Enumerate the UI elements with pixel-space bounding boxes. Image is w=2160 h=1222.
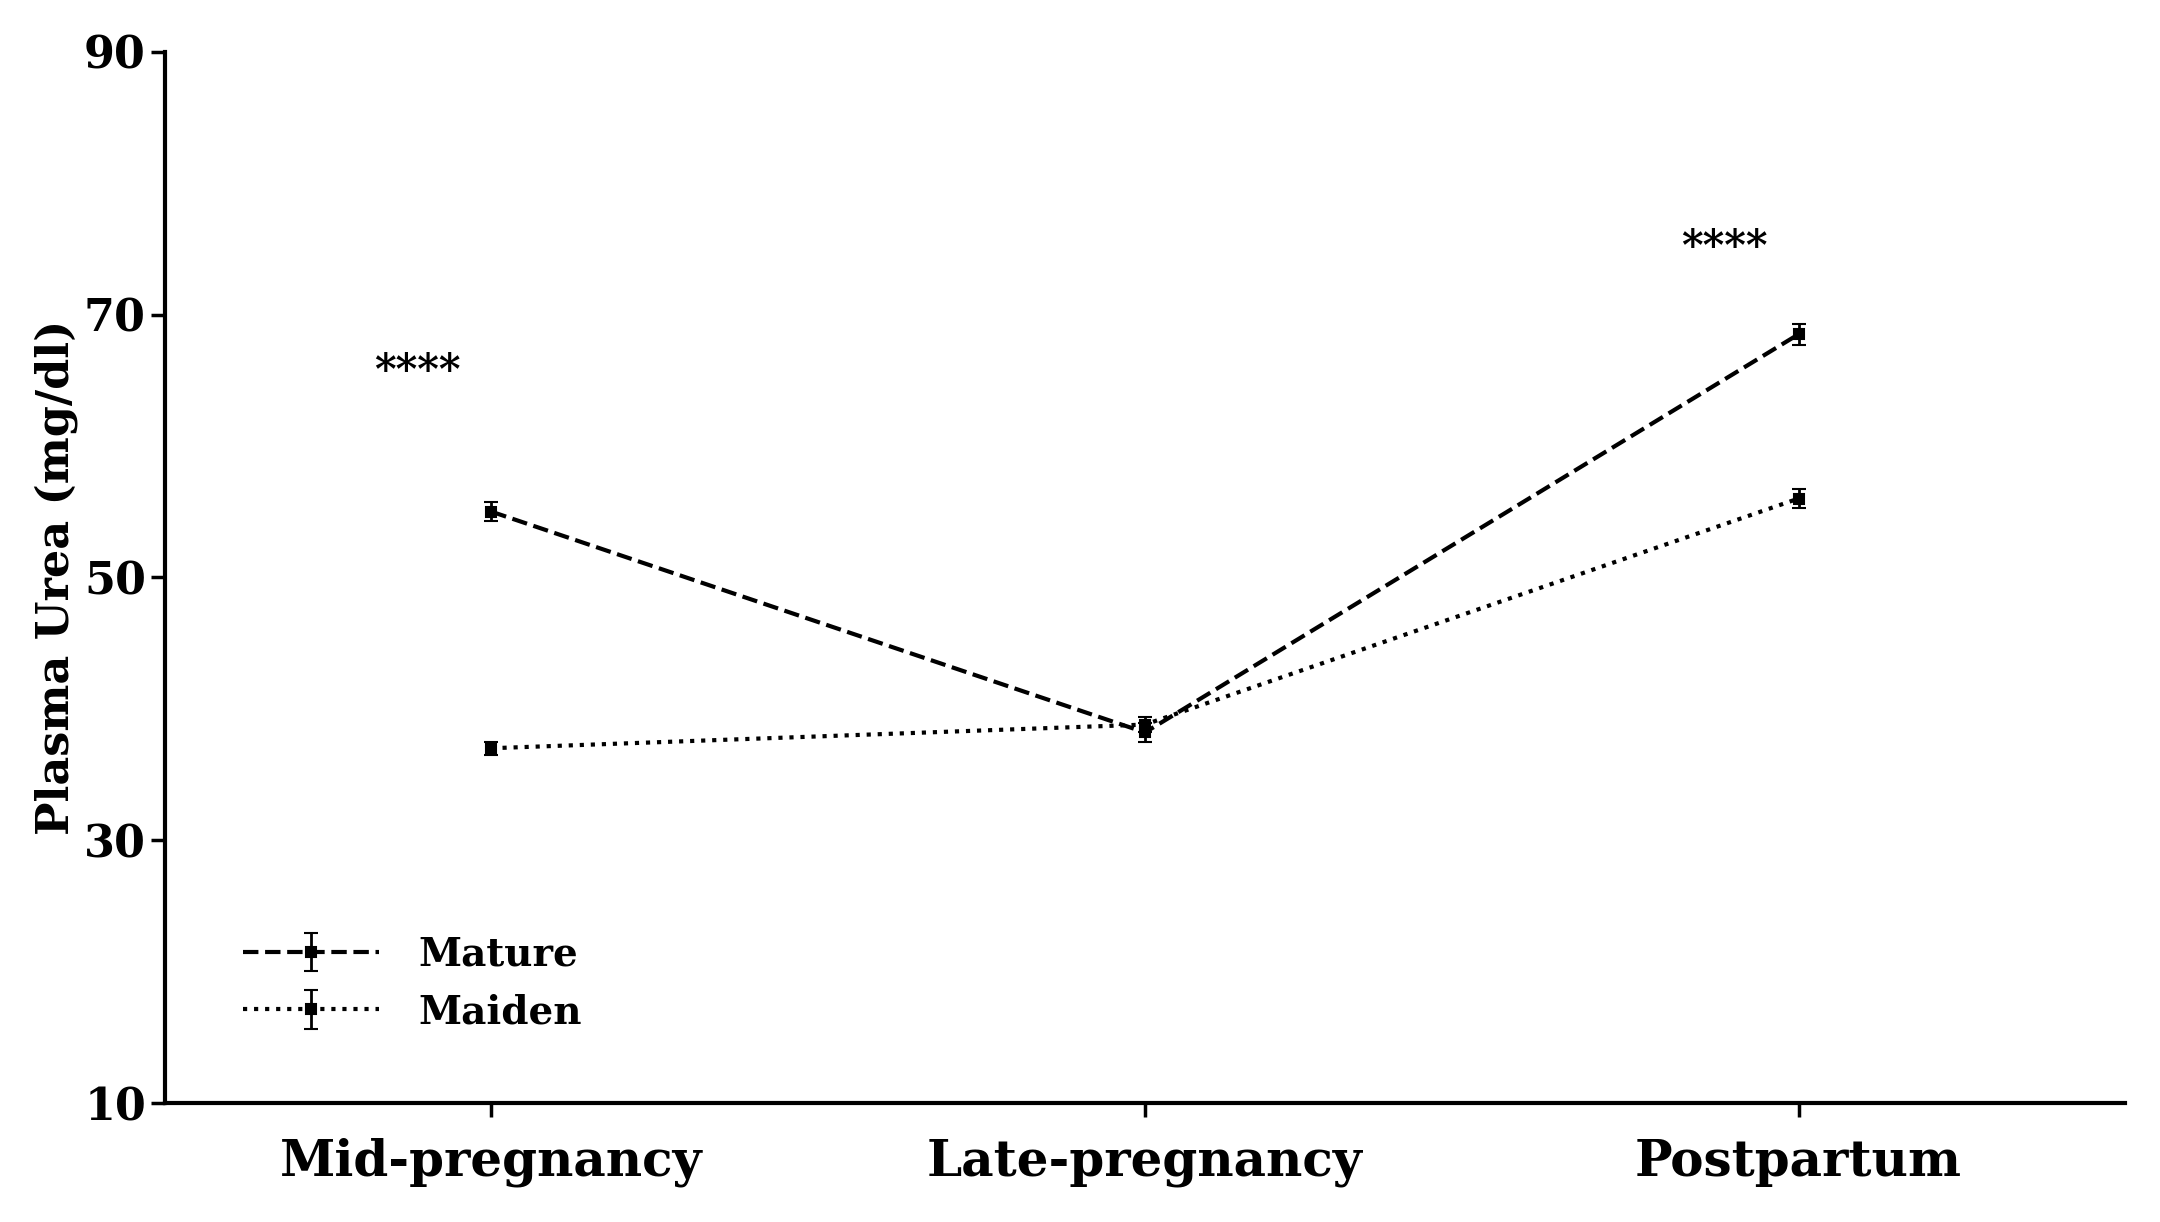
Text: ****: ****	[374, 352, 460, 393]
Y-axis label: Plasma Urea (mg/dl): Plasma Urea (mg/dl)	[35, 320, 78, 835]
Legend: Mature, Maiden: Mature, Maiden	[242, 936, 581, 1031]
Text: ****: ****	[1680, 226, 1767, 269]
